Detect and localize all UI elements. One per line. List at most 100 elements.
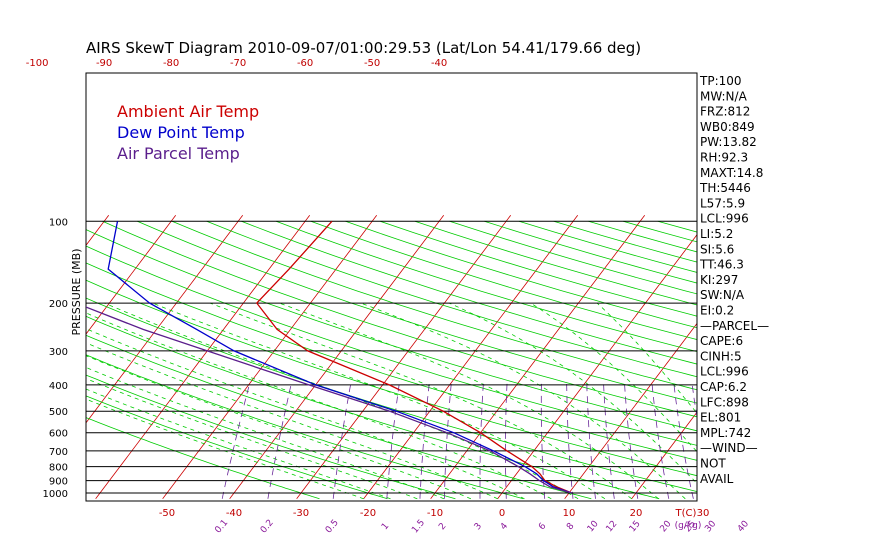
dry-adiabat-line [86, 229, 697, 432]
moist-adiabat-line [86, 328, 525, 500]
moist-adiabat-line [86, 355, 472, 500]
bottom-temp-tick: -30 [293, 508, 309, 519]
pressure-tick-label: 900 [49, 477, 68, 488]
stat-entry: CAPE:6 [700, 334, 743, 348]
dry-adiabat-line [86, 395, 388, 500]
moist-adiabat-line [210, 302, 632, 500]
moist-adiabat-line [86, 342, 498, 500]
series-line [255, 220, 572, 494]
bottom-temp-tick: -50 [159, 508, 175, 519]
series-line [107, 221, 572, 494]
pressure-tick-label: 100 [49, 217, 68, 228]
bottom-temp-tick: -40 [226, 508, 242, 519]
bottom-temperature-ticks: -50 -40 -30 -20 -10 0 10 20 30T(C) [159, 508, 710, 519]
stat-entry: EI:0.2 [700, 304, 734, 318]
dry-adiabat-line [86, 417, 320, 500]
dry-adiabat-line [137, 220, 697, 404]
isotherm-line [430, 215, 646, 499]
plot-frame [85, 72, 698, 502]
moist-adiabat-line [279, 302, 659, 500]
legend-entry: Air Parcel Temp [117, 144, 240, 163]
top-temp-tick: -50 [364, 58, 380, 69]
series-line [86, 306, 572, 494]
top-temp-tick: -70 [230, 58, 246, 69]
moist-adiabat-line [86, 378, 418, 500]
stat-entry: FRZ:812 [700, 105, 750, 119]
moist-adiabat-line [530, 302, 697, 453]
moist-adiabat-line [596, 302, 697, 414]
bottom-temp-tick: 10 [563, 508, 576, 519]
top-temp-tick: -100 [26, 58, 49, 69]
stat-entry: LCL:996 [700, 365, 749, 379]
pressure-tick-label: 400 [49, 381, 68, 392]
pressure-grid-lines [86, 220, 697, 494]
moist-adiabat-line [360, 302, 686, 500]
stat-entry: MW:N/A [700, 89, 748, 103]
stat-entry: L57:5.9 [700, 196, 745, 210]
stat-entry: AVAIL [700, 472, 734, 486]
stat-entry: EL:801 [700, 411, 741, 425]
stat-entry: PW:13.82 [700, 135, 757, 149]
y-axis-label: PRESSURE (MB) [70, 249, 83, 336]
pressure-tick-label: 800 [49, 463, 68, 474]
top-temp-tick: -40 [431, 58, 447, 69]
dry-adiabat-line [86, 279, 697, 477]
mixing-ratio-unit: (g/kg) [675, 521, 702, 531]
stat-entry: CAP:6.2 [700, 380, 747, 394]
bottom-temp-unit: T(C) [675, 508, 697, 519]
legend: Ambient Air Temp Dew Point Temp Air Parcel… [117, 102, 259, 163]
stat-entry: TH:5446 [699, 181, 751, 195]
dry-adiabat-line [86, 374, 456, 500]
stat-entry: SW:N/A [700, 288, 745, 302]
stat-entry: LI:5.2 [700, 227, 733, 241]
background-lines [86, 215, 697, 500]
mixing-ratio-tick: 1 [380, 521, 391, 532]
bottom-temp-tick: 30 [697, 508, 710, 519]
top-temperature-ticks: -120-110-100-90-80-70-60-50-40 [26, 58, 448, 69]
pressure-tick-label: 200 [49, 299, 68, 310]
moist-adiabat-line [86, 367, 445, 500]
moist-adiabat-line [86, 398, 364, 500]
dry-adiabat-line [86, 245, 697, 446]
mixing-ratio-tick: 3 [473, 521, 484, 532]
stat-entry: SI:5.6 [700, 242, 734, 256]
pressure-tick-label: 1000 [43, 489, 68, 500]
isotherm-line [162, 215, 378, 499]
stat-entry: TP:100 [699, 74, 742, 88]
stat-entry: NOT [700, 457, 726, 471]
bottom-temp-tick: -20 [360, 508, 376, 519]
stat-entry: LFC:898 [700, 395, 749, 409]
bottom-temp-tick: 20 [630, 508, 643, 519]
isotherm-line [497, 234, 697, 499]
stat-entry: MAXT:14.8 [700, 166, 763, 180]
stat-entry: RH:92.3 [700, 151, 748, 165]
profile-series [86, 220, 572, 494]
isotherm-line [86, 215, 177, 335]
top-temp-tick: -60 [297, 58, 313, 69]
pressure-tick-label: 500 [49, 407, 68, 418]
dry-adiabat-line [86, 315, 660, 500]
stat-entry: WB0:849 [700, 120, 755, 134]
bottom-temp-tick: 0 [499, 508, 505, 519]
dry-adiabat-line [310, 220, 697, 341]
chart-title: AIRS SkewT Diagram 2010-09-07/01:00:29.5… [86, 39, 641, 57]
mixing-ratio-tick: 2 [437, 521, 448, 532]
pressure-tick-label: 600 [49, 429, 68, 440]
dry-adiabat-line [86, 297, 697, 492]
pressure-tick-label: 700 [49, 447, 68, 458]
stat-entry: LCL:996 [700, 212, 749, 226]
mixing-ratio-tick: 4 [499, 521, 511, 532]
top-temp-tick: -90 [96, 58, 112, 69]
top-temp-tick: -80 [163, 58, 179, 69]
isotherm-line [95, 215, 311, 499]
stat-entry: KI:297 [700, 273, 738, 287]
legend-entry: Dew Point Temp [117, 123, 245, 142]
dry-adiabat-line [206, 220, 697, 378]
mixing-ratio-tick: 6 [537, 521, 549, 532]
dry-adiabat-line [241, 220, 697, 365]
dry-adiabat-line [171, 220, 697, 391]
stat-entry: MPL:742 [700, 426, 751, 440]
dry-adiabat-line [102, 220, 697, 418]
